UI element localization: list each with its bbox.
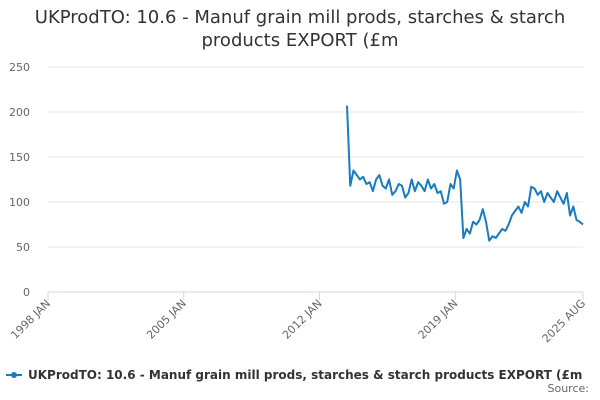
x-tick-label: 2005 JAN	[144, 297, 189, 342]
y-tick-label: 200	[9, 106, 30, 119]
series-line	[346, 105, 584, 242]
x-tick-label: 2025 AUG	[540, 297, 589, 346]
x-tick-label: 1998 JAN	[8, 297, 53, 342]
chart-title: UKProdTO: 10.6 - Manuf grain mill prods,…	[34, 7, 566, 51]
x-tick-label: 2012 JAN	[280, 297, 325, 342]
y-tick-label: 150	[9, 151, 30, 164]
legend-marker	[11, 372, 17, 378]
legend-label: UKProdTO: 10.6 - Manuf grain mill prods,…	[28, 368, 582, 382]
y-tick-label: 250	[9, 61, 30, 74]
y-tick-label: 50	[16, 241, 30, 254]
source: Source:	[548, 382, 590, 395]
x-tick-label: 2019 JAN	[416, 297, 461, 342]
y-tick-label: 0	[23, 286, 30, 299]
y-tick-label: 100	[9, 196, 30, 209]
